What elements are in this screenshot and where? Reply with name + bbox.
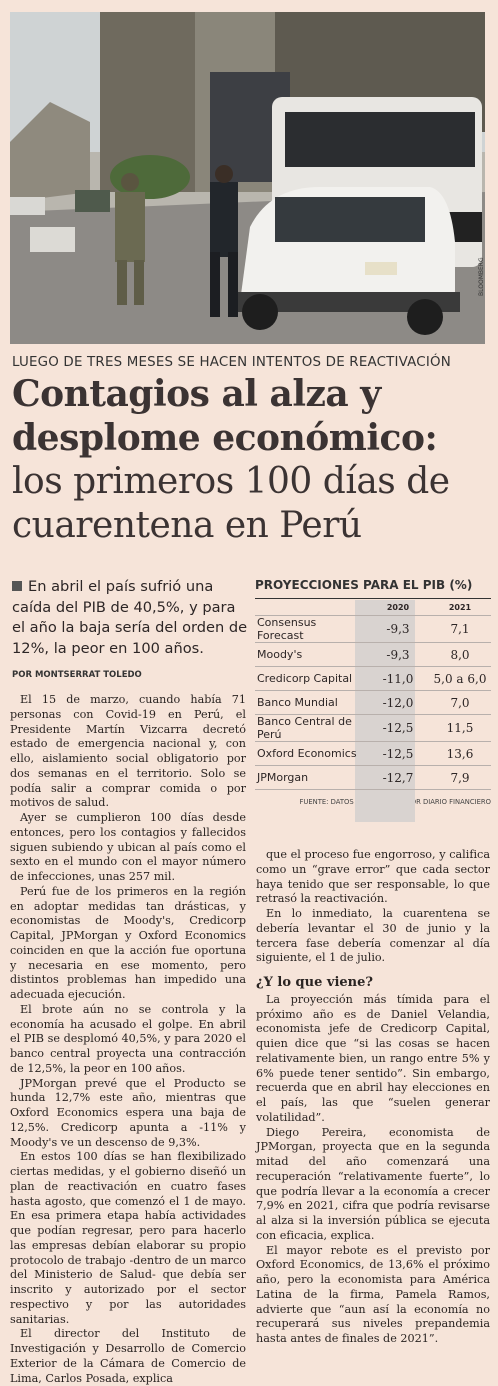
lead-text: En abril el país sufrió una caída del PI… [12,578,248,657]
value-cell: -11,0 [367,666,429,691]
table-row: Credicorp Capital -11,0 5,0 a 6,0 [255,666,491,691]
paragraph: En lo inmediato, la cuarentena se deberí… [256,907,490,965]
paragraph: que el proceso fue engorroso, y califica… [256,848,490,906]
subhead: ¿Y lo que viene? [256,975,373,990]
paragraph: El mayor rebote es el previsto por Oxfor… [256,1243,490,1346]
paragraph: Diego Pereira, economista de JPMorgan, p… [256,1125,490,1242]
table-row: Banco Mundial -12,0 7,0 [255,690,491,715]
label-cell: Moody's [255,642,367,667]
label-cell: Oxford Economics [255,741,367,766]
photo-credit: BLOOMBERG [478,257,485,296]
paragraph: El director del Instituto de Investigaci… [10,1327,246,1385]
table: PROYECCIONES PARA EL PIB (%) 2020 2021 Con… [255,578,491,822]
photo [10,12,485,344]
page-body: BLOOMBERG LUEGO DE TRES MESES SE HACEN I… [10,12,494,1385]
byline: POR MONTSERRAT TOLEDO [12,670,142,680]
value-cell: 7,9 [429,765,491,790]
header-cell: 2021 [429,599,491,616]
lead: En abril el país sufrió una caída del PI… [12,577,250,659]
table-title: PROYECCIONES PARA EL PIB (%) [255,578,491,599]
label-cell: Consensus Forecast [255,615,367,643]
paragraph: La proyección más tímida para el próximo… [256,992,490,1124]
paragraph: El brote aún no se controla y la economí… [10,1002,246,1075]
header-cell [255,599,367,616]
value-cell: -9,3 [367,642,429,667]
value-cell: 5,0 a 6,0 [429,666,491,691]
paragraph: JPMorgan prevé que el Producto se hunda … [10,1076,246,1149]
header-cell: 2020 [367,599,429,616]
table-row: JPMorgan -12,7 7,9 [255,765,491,790]
label-cell: JPMorgan [255,765,367,790]
value-cell: -12,5 [367,741,429,766]
label-cell: Credicorp Capital [255,666,367,691]
value-cell: 7,1 [429,615,491,643]
table-row: Oxford Economics -12,5 13,6 [255,741,491,766]
value-cell: -12,7 [367,765,429,790]
table-header: 2020 2021 [255,599,491,616]
body-right: que el proceso fue engorroso, y califica… [256,848,490,1347]
body-left: El 15 de marzo, cuando había 71 personas… [10,693,246,1386]
table-grid: 2020 2021 Consensus Forecast -9,3 7,1 Moody's… [255,599,491,790]
table-row: Moody's -9,3 8,0 [255,642,491,667]
label-cell: Banco Central de Perú [255,714,367,742]
paragraph: Perú fue de los primeros en la región en… [10,884,246,1001]
value-cell: 11,5 [429,714,491,742]
table-row: Consensus Forecast -9,3 7,1 [255,615,491,643]
paragraph: El 15 de marzo, cuando había 71 personas… [10,693,246,810]
headline-regular: los primeros 100 días de cuarentena en P… [12,461,450,546]
bullet [12,581,22,591]
value-cell: 13,6 [429,741,491,766]
value-cell: 7,0 [429,690,491,715]
paragraph: Ayer se cumplieron 100 días desde entonc… [10,811,246,883]
label-cell: Banco Mundial [255,690,367,715]
value-cell: 8,0 [429,642,491,667]
value-cell: -9,3 [367,615,429,643]
value-cell: -12,5 [367,714,429,742]
paragraph: En estos 100 días se han flexibilizado c… [10,1150,246,1326]
kicker: LUEGO DE TRES MESES SE HACEN INTENTOS DE… [12,355,451,370]
headline: Contagios al alza y desplome económico: … [12,372,494,548]
headline-bold: Contagios al alza y desplome económico: [12,373,438,459]
value-cell: -12,0 [367,690,429,715]
table-row: Banco Central de Perú -12,5 11,5 [255,714,491,742]
page: Contagios al alza {"photo": {"credit": "… [10,12,494,1385]
